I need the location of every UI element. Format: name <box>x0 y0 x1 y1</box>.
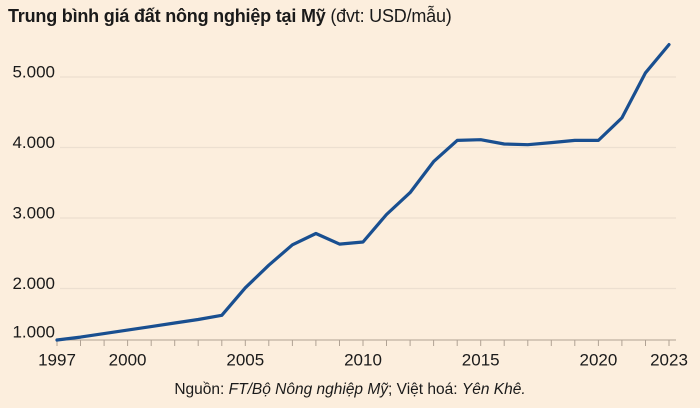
source-separator: ; <box>388 381 397 398</box>
localization-label: Việt hoá: <box>396 381 462 398</box>
y-axis-label: 3.000 <box>12 204 55 223</box>
chart-title: Trung bình giá đất nông nghiệp tại Mỹ (đ… <box>8 4 696 28</box>
localizer-name: Yên Khê. <box>461 381 526 398</box>
x-axis-label: 2000 <box>109 351 147 370</box>
chart-title-unit: (đvt: USD/mẫu) <box>325 6 452 26</box>
price-line-series <box>55 42 671 342</box>
source-name: FT/Bộ Nông nghiệp Mỹ <box>228 381 389 398</box>
x-axis-label: 2015 <box>462 351 500 370</box>
source-label: Nguồn: <box>174 381 229 398</box>
chart-title-main: Trung bình giá đất nông nghiệp tại Mỹ <box>8 6 326 26</box>
x-axis-label: 2010 <box>344 351 382 370</box>
x-axis-label: 2023 <box>650 351 688 370</box>
x-axis-label: 2020 <box>579 351 617 370</box>
y-axis-label: 1.000 <box>12 323 55 342</box>
x-axis-label: 1997 <box>38 351 76 370</box>
y-axis-label: 2.000 <box>12 274 55 293</box>
x-axis-label: 2005 <box>226 351 264 370</box>
y-axis-label: 5.000 <box>12 63 55 82</box>
y-axis-label: 4.000 <box>12 133 55 152</box>
source-note: Nguồn: FT/Bộ Nông nghiệp Mỹ; Việt hoá: Y… <box>0 380 700 400</box>
